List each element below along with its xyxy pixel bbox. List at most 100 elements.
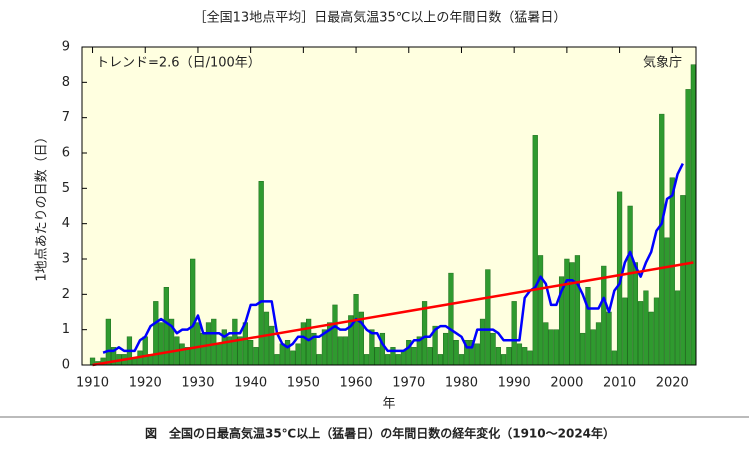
bar: [632, 262, 639, 366]
bar: [690, 64, 696, 366]
moving-average-line: [102, 163, 684, 354]
bar: [485, 269, 491, 366]
bar: [585, 287, 591, 366]
x-tick-label: 1920: [129, 376, 162, 391]
y-tick-label: 6: [62, 146, 70, 161]
bar: [421, 301, 428, 366]
bar: [669, 177, 675, 366]
y-tick-label: 0: [62, 358, 70, 373]
bar: [263, 311, 270, 366]
bar: [105, 318, 111, 366]
bar: [601, 265, 607, 366]
bar: [374, 347, 380, 366]
y-tick-label: 9: [62, 40, 70, 55]
bar: [400, 350, 407, 366]
bar: [353, 294, 359, 366]
bar: [564, 258, 570, 366]
bar: [332, 304, 338, 366]
bar: [290, 350, 296, 366]
bar: [200, 332, 206, 366]
bar: [427, 347, 433, 366]
bar: [142, 336, 148, 366]
bar: [516, 343, 523, 366]
bar: [590, 329, 596, 366]
bar: [511, 301, 517, 366]
bar: [179, 343, 185, 366]
bar: [216, 343, 222, 366]
bar: [553, 329, 559, 366]
y-tick-label: 7: [62, 110, 70, 125]
bar: [532, 135, 538, 366]
bar: [606, 311, 612, 366]
bar: [653, 297, 660, 366]
bar: [211, 318, 217, 366]
bar: [595, 322, 602, 366]
x-axis-label: 年: [382, 397, 395, 412]
bar: [269, 325, 275, 366]
bar: [248, 340, 254, 366]
bar: [659, 113, 665, 366]
y-tick-label: 4: [62, 216, 70, 231]
bar: [685, 89, 691, 366]
bar: [522, 347, 528, 366]
bar: [527, 350, 533, 366]
chart-title: ［全国13地点平均］日最高気温35℃以上の年間日数（猛暑日）: [194, 10, 567, 26]
bar: [638, 301, 644, 366]
bar: [316, 354, 322, 366]
y-tick-label: 1: [62, 322, 70, 337]
bar: [342, 336, 349, 366]
bar: [643, 290, 649, 366]
bar: [158, 322, 164, 366]
bar: [479, 318, 486, 366]
plot-background: [82, 47, 696, 365]
annotation: 気象庁: [643, 55, 682, 71]
bar: [306, 318, 312, 366]
y-tick-label: 2: [62, 287, 70, 302]
x-tick-label: 1950: [287, 376, 320, 391]
y-tick-label: 5: [62, 181, 70, 196]
bar: [458, 354, 465, 366]
bar: [506, 347, 512, 366]
x-tick-label: 2020: [656, 376, 689, 391]
bar: [674, 290, 681, 366]
x-tick-label: 1970: [392, 376, 425, 391]
bar: [490, 332, 496, 366]
bar: [574, 255, 581, 366]
bar: [648, 311, 654, 366]
caption: 図 全国の日最高気温35℃以上（猛暑日）の年間日数の経年変化（1910〜2024…: [145, 426, 615, 441]
annotation: トレンド=2.6（日/100年）: [96, 56, 261, 71]
y-axis-label: 1地点あたりの日数（日）: [35, 130, 50, 281]
x-tick-label: 1930: [181, 376, 214, 391]
bar: [611, 350, 617, 366]
bar: [622, 297, 628, 366]
bar: [274, 354, 280, 366]
x-tick-label: 2010: [603, 376, 636, 391]
y-tick-label: 8: [62, 75, 70, 90]
bar: [363, 354, 370, 366]
bar: [395, 354, 401, 366]
x-tick-label: 1960: [340, 376, 373, 391]
bar: [195, 322, 201, 366]
x-tick-label: 1910: [76, 376, 109, 391]
bar: [569, 262, 575, 366]
bar: [453, 340, 459, 366]
bar: [284, 340, 291, 366]
bar: [448, 272, 454, 366]
x-tick-label: 1990: [498, 376, 531, 391]
bar: [411, 347, 417, 366]
bar: [369, 329, 375, 366]
bar: [279, 343, 285, 366]
x-tick-label: 2000: [550, 376, 583, 391]
bar: [337, 336, 343, 366]
bar: [580, 332, 586, 366]
bar: [627, 205, 633, 366]
bar: [295, 343, 301, 366]
bar: [437, 354, 444, 366]
bar: [242, 322, 249, 366]
bar: [664, 237, 670, 366]
x-tick-label: 1980: [445, 376, 478, 391]
bar: [537, 255, 544, 366]
bar: [543, 322, 549, 366]
x-tick-label: 1940: [234, 376, 267, 391]
